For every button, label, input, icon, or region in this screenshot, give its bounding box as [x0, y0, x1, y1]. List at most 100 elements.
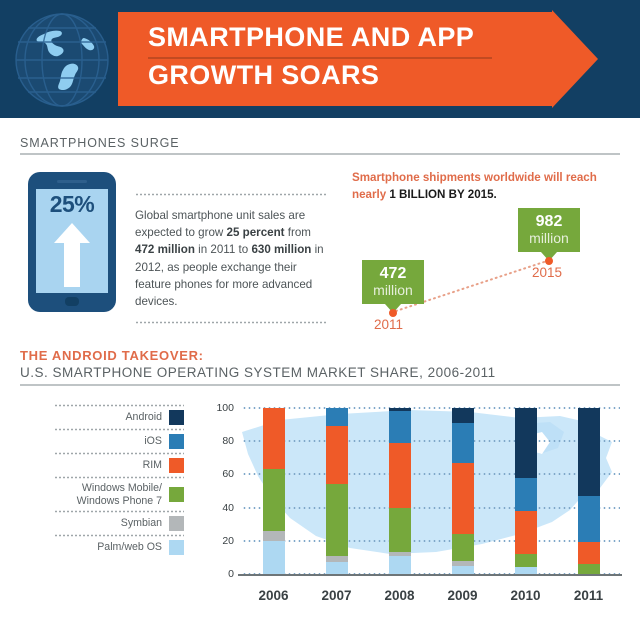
legend-dotted-rule [54, 476, 184, 479]
bar-segment[interactable] [451, 422, 474, 463]
y-axis-tick: 80 [222, 435, 234, 448]
bar-segment[interactable] [262, 408, 285, 470]
bar-segment[interactable] [325, 484, 348, 556]
surge-blurb: Global smartphone unit sales are expecte… [135, 193, 327, 325]
legend-dotted-rule [54, 452, 184, 455]
bar-segment[interactable] [262, 530, 285, 541]
x-axis-label-2011: 2011 [573, 588, 604, 603]
legend-row[interactable]: Palm/web OS [34, 534, 184, 558]
bar-segment[interactable] [577, 542, 600, 565]
bar-segment[interactable] [325, 408, 348, 427]
phone-home-button [65, 297, 79, 306]
legend-dotted-rule [54, 428, 184, 431]
bar-segment[interactable] [388, 555, 411, 574]
bar-segment[interactable] [262, 540, 285, 574]
section-title-market-share: U.S. SMARTPHONE OPERATING SYSTEM MARKET … [20, 365, 496, 380]
bar-segment[interactable] [514, 510, 537, 555]
callout-2015-unit: million [529, 230, 569, 246]
legend-swatch [169, 434, 184, 449]
legend-dotted-rule [54, 510, 184, 513]
bar-segment[interactable] [325, 555, 348, 563]
callout-2011-value: 472 [379, 265, 407, 282]
bar-segment[interactable] [514, 554, 537, 568]
bar-segment[interactable] [514, 477, 537, 511]
bar-stack-2011[interactable] [577, 408, 600, 574]
section-kicker-android-takeover: THE ANDROID TAKEOVER: [20, 348, 204, 363]
bar-segment[interactable] [388, 408, 411, 412]
shipments-headline: Smartphone shipments worldwide will reac… [352, 171, 597, 201]
section-divider-2 [20, 384, 620, 386]
legend-dotted-rule [54, 534, 184, 537]
bar-segment[interactable] [325, 562, 348, 574]
legend-row[interactable]: Android [34, 404, 184, 428]
legend-label: iOS [144, 435, 162, 448]
legend-row[interactable]: Windows Mobile/Windows Phone 7 [34, 476, 184, 510]
legend-item-symbian[interactable]: Symbian [34, 516, 184, 534]
legend-dotted-rule [54, 404, 184, 407]
bar-segment[interactable] [451, 560, 474, 566]
legend-label: RIM [142, 459, 162, 472]
bar-segment[interactable] [577, 564, 600, 574]
page-title-line2: GROWTH SOARS [148, 60, 380, 90]
y-axis-tick: 40 [222, 501, 234, 514]
callout-2015: 982 million [518, 208, 580, 261]
legend-row[interactable]: RIM [34, 452, 184, 476]
page-title: SMARTPHONE AND APP GROWTH SOARS [148, 18, 548, 94]
bar-segment[interactable] [388, 552, 411, 556]
legend-swatch [169, 540, 184, 555]
legend-item-ios[interactable]: iOS [34, 434, 184, 452]
legend-swatch [169, 516, 184, 531]
section-label-smartphones-surge: SMARTPHONES SURGE [20, 136, 180, 150]
legend-row[interactable]: Symbian [34, 510, 184, 534]
page-title-line1: SMARTPHONE AND APP [148, 22, 475, 52]
bar-stack-2010[interactable] [514, 408, 537, 574]
gridline [242, 407, 620, 409]
callout-2011-unit: million [373, 282, 413, 298]
x-axis-label-2006: 2006 [258, 588, 289, 603]
y-axis-tick: 0 [228, 568, 234, 580]
bar-segment[interactable] [451, 462, 474, 535]
data-point-2011 [389, 309, 397, 317]
section-divider-1 [20, 153, 620, 155]
bar-segment[interactable] [262, 469, 285, 531]
legend-item-rim[interactable]: RIM [34, 458, 184, 476]
bar-segment[interactable] [325, 426, 348, 485]
globe-icon [14, 12, 110, 108]
smartphone-icon: 25% [28, 172, 116, 312]
bar-segment[interactable] [451, 408, 474, 423]
bar-segment[interactable] [577, 408, 600, 496]
legend-item-palm-web-os[interactable]: Palm/web OS [34, 540, 184, 558]
bar-stack-2006[interactable] [262, 408, 285, 574]
page-header: SMARTPHONE AND APP GROWTH SOARS [0, 0, 640, 118]
legend-label: Android [125, 411, 162, 424]
legend-label: Symbian [120, 517, 162, 530]
x-axis-label-2007: 2007 [321, 588, 352, 603]
bar-segment[interactable] [514, 567, 537, 574]
bar-segment[interactable] [451, 565, 474, 574]
legend-swatch [169, 458, 184, 473]
data-point-2015 [545, 257, 553, 265]
dotted-rule-top [135, 193, 327, 196]
bar-stack-2007[interactable] [325, 408, 348, 574]
bar-stack-2008[interactable] [388, 408, 411, 574]
shipments-chart: 472 million 2011 982 million 2015 [352, 205, 620, 332]
legend-item-windows-mobile-windows-phone-7[interactable]: Windows Mobile/Windows Phone 7 [34, 482, 184, 510]
bar-segment[interactable] [388, 507, 411, 553]
y-axis-tick: 20 [222, 534, 234, 547]
legend-label: Palm/web OS [97, 541, 162, 554]
bar-segment[interactable] [577, 496, 600, 543]
bar-segment[interactable] [388, 411, 411, 443]
legend-label: Windows Mobile/Windows Phone 7 [76, 482, 162, 507]
bar-segment[interactable] [514, 408, 537, 478]
x-axis-label-2008: 2008 [384, 588, 415, 603]
gridline [242, 539, 620, 542]
bar-stack-2009[interactable] [451, 408, 474, 574]
y-axis-tick: 60 [222, 468, 234, 481]
up-arrow-icon [54, 223, 90, 287]
phone-speaker [57, 180, 87, 183]
bar-segment[interactable] [388, 442, 411, 508]
legend-item-android[interactable]: Android [34, 410, 184, 428]
callout-2015-value: 982 [535, 213, 563, 230]
bar-segment[interactable] [451, 534, 474, 561]
legend-row[interactable]: iOS [34, 428, 184, 452]
